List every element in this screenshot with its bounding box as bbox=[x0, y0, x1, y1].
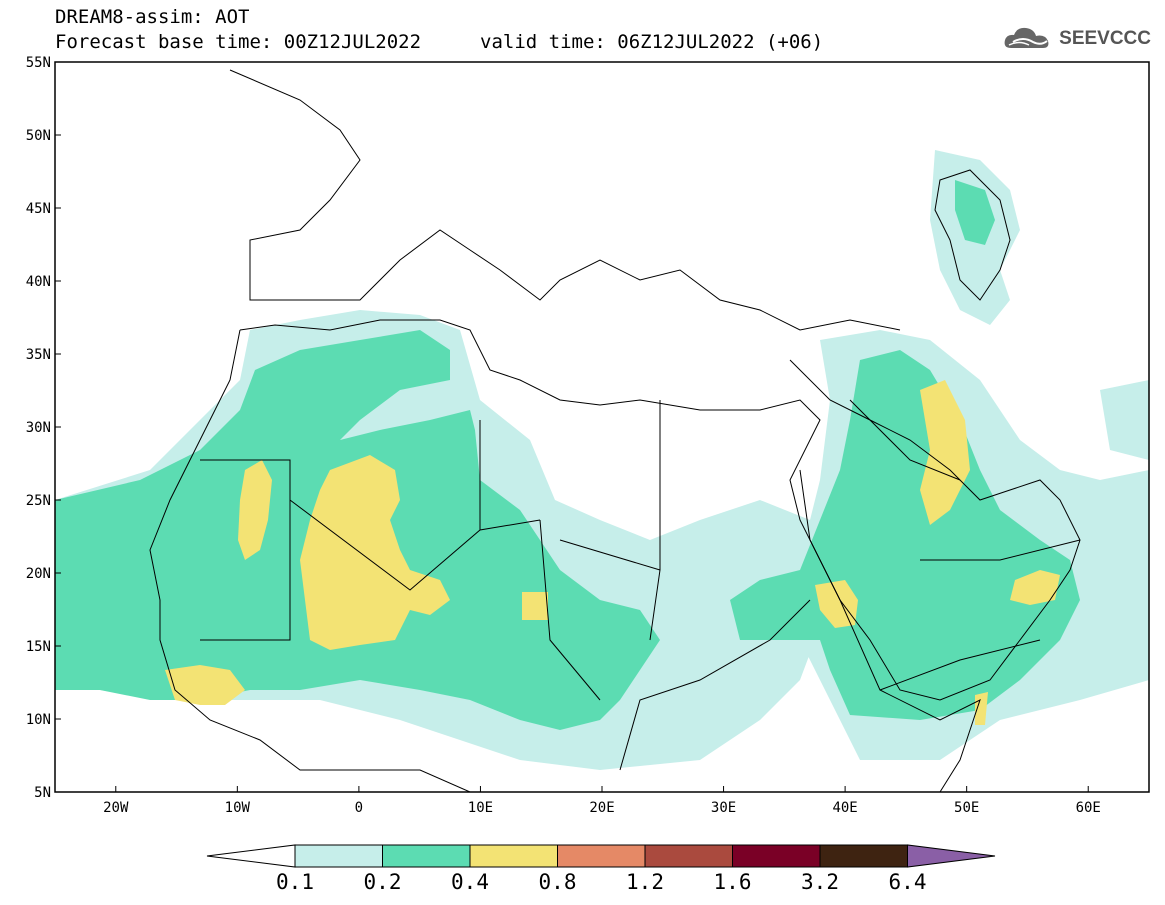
lon-label: 10W bbox=[225, 800, 251, 816]
lat-label: 35N bbox=[26, 347, 51, 363]
africa-coastline bbox=[149, 319, 981, 792]
lon-label: 60E bbox=[1076, 800, 1101, 816]
lon-label: 20W bbox=[103, 800, 129, 816]
colorbar-segment bbox=[294, 844, 383, 868]
valid-time: valid time: 06Z12JUL2022 (+06) bbox=[480, 31, 824, 53]
aot-band-yellow-arabia bbox=[920, 380, 970, 525]
colorbar-label: 6.4 bbox=[889, 870, 927, 894]
colorbar-segment bbox=[644, 844, 733, 868]
europe-coastline bbox=[229, 69, 901, 331]
colorbar-label: 1.6 bbox=[714, 870, 752, 894]
colorbar-segment bbox=[819, 844, 908, 868]
colorbar-segment bbox=[382, 844, 471, 868]
colorbar-label: 0.8 bbox=[539, 870, 577, 894]
aot-shading bbox=[55, 150, 1149, 770]
lon-label: 50E bbox=[954, 800, 979, 816]
colorbar-label: 0.4 bbox=[451, 870, 489, 894]
caspian-coastline bbox=[934, 169, 1011, 301]
colorbar-label: 3.2 bbox=[801, 870, 839, 894]
lat-label: 15N bbox=[26, 639, 51, 655]
lon-label: 20E bbox=[589, 800, 614, 816]
latitude-axis: 55N 50N 45N 40N 35N 30N 25N 20N 15N 10N 5N bbox=[26, 55, 61, 801]
aot-band-green-east bbox=[730, 350, 1080, 720]
aot-band-yellow-mauritania bbox=[238, 460, 272, 560]
colorbar-label: 1.2 bbox=[626, 870, 664, 894]
colorbar-label: 0.2 bbox=[364, 870, 402, 894]
seevccc-logo: SEEVCCC bbox=[1003, 24, 1151, 54]
colorbar: 0.1 0.2 0.4 0.8 1.2 1.6 3.2 6.4 bbox=[206, 844, 996, 894]
lat-label: 40N bbox=[26, 274, 51, 290]
lon-label: 30E bbox=[711, 800, 736, 816]
lon-label: 10E bbox=[468, 800, 493, 816]
cloud-icon bbox=[1004, 27, 1049, 48]
aot-band-yellow-horn bbox=[975, 692, 988, 725]
colorbar-label: 0.1 bbox=[276, 870, 314, 894]
aot-band-yellow-chad bbox=[522, 592, 548, 620]
lat-label: 25N bbox=[26, 493, 51, 509]
lat-label: 45N bbox=[26, 201, 51, 217]
lat-label: 20N bbox=[26, 566, 51, 582]
map-title: DREAM8-assim: AOT bbox=[55, 6, 250, 28]
colorbar-segment bbox=[557, 844, 646, 868]
colorbar-segment bbox=[469, 844, 558, 868]
coastlines bbox=[149, 69, 1081, 792]
forecast-base-time: Forecast base time: 00Z12JUL2022 bbox=[55, 31, 422, 53]
aot-band-yellow-oman bbox=[1010, 570, 1060, 605]
colorbar-segment bbox=[732, 844, 821, 868]
country-borders bbox=[200, 399, 1081, 771]
lat-label: 10N bbox=[26, 712, 51, 728]
lon-label: 40E bbox=[832, 800, 857, 816]
lon-label: 0 bbox=[355, 800, 363, 816]
longitude-axis: 20W 10W 0 10E 20E 30E 40E 50E 60E bbox=[103, 786, 1101, 816]
logo-text: SEEVCCC bbox=[1059, 28, 1151, 49]
colorbar-arrow-low bbox=[206, 844, 296, 868]
lat-label: 5N bbox=[34, 785, 51, 801]
lat-label: 55N bbox=[26, 55, 51, 71]
aot-band-light-ne bbox=[1100, 380, 1149, 460]
arabia-coastline bbox=[789, 359, 1081, 701]
aot-band-yellow-sahara bbox=[300, 455, 450, 650]
lat-label: 30N bbox=[26, 420, 51, 436]
aot-band-yellow-senegal bbox=[165, 665, 245, 705]
lat-label: 50N bbox=[26, 128, 51, 144]
aot-band-green-caspian bbox=[955, 180, 995, 245]
colorbar-arrow-high bbox=[907, 844, 996, 868]
